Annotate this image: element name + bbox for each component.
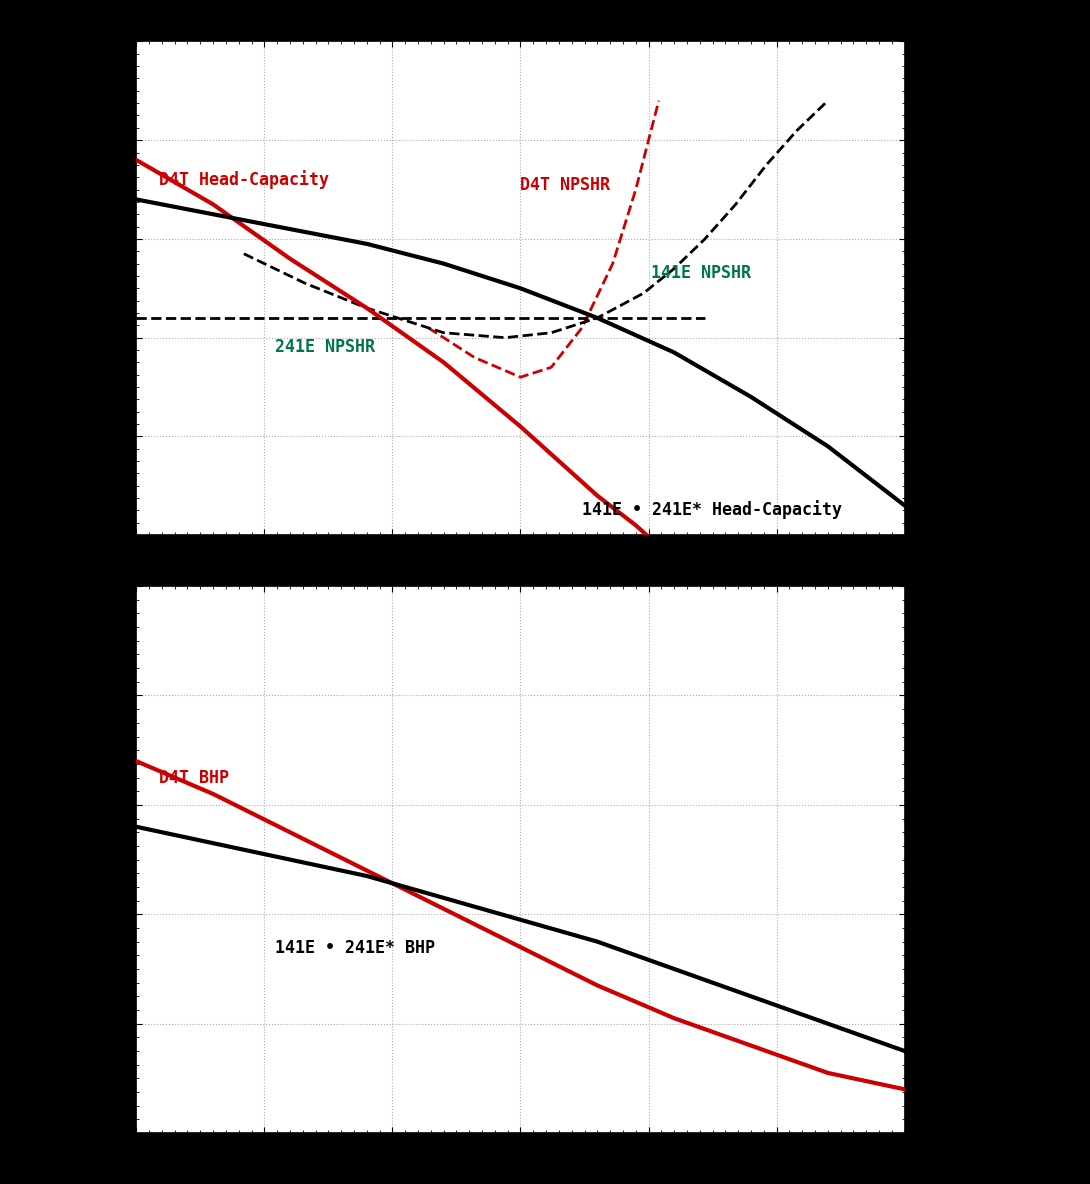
Text: D4T BHP: D4T BHP: [159, 768, 229, 787]
Text: 141E • 241E* Head-Capacity: 141E • 241E* Head-Capacity: [582, 501, 841, 520]
Text: 141E NPSHR: 141E NPSHR: [651, 264, 751, 283]
Text: D4T NPSHR: D4T NPSHR: [520, 175, 610, 193]
Text: D4T Head-Capacity: D4T Head-Capacity: [159, 169, 329, 188]
Text: 141E • 241E* BHP: 141E • 241E* BHP: [275, 939, 435, 957]
Text: 241E NPSHR: 241E NPSHR: [275, 339, 375, 356]
